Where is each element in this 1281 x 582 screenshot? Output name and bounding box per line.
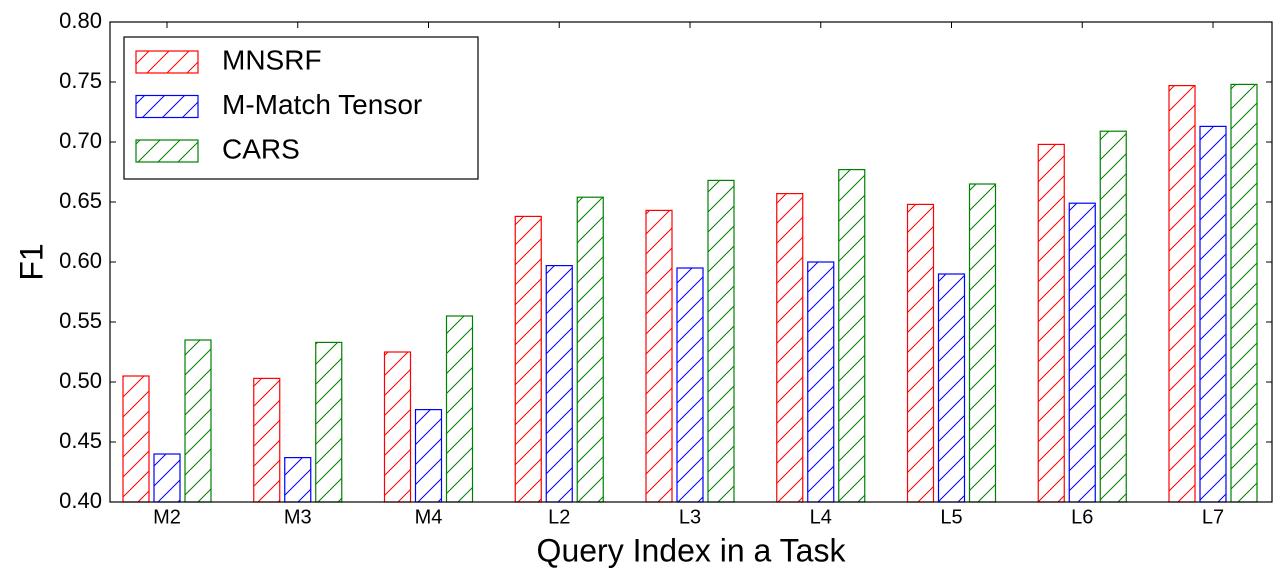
x-tick-label: M2 [153, 506, 181, 528]
bar [776, 193, 804, 503]
plot-frame [109, 21, 1273, 503]
bar [383, 351, 412, 503]
x-tick-label: L3 [679, 506, 701, 528]
legend-label: M-Match Tensor [222, 89, 422, 120]
bar [253, 377, 281, 503]
bar [514, 215, 542, 503]
bar [1168, 84, 1196, 503]
y-tick-label: 0.70 [59, 128, 102, 153]
y-tick-label: 0.55 [59, 308, 102, 333]
x-tick-label: M4 [415, 506, 443, 528]
bar [968, 183, 997, 503]
y-tick-label: 0.80 [59, 8, 102, 33]
y-tick-label: 0.40 [59, 488, 102, 513]
legend-swatch [135, 94, 199, 119]
bar [807, 261, 835, 503]
bar [645, 209, 673, 503]
bar [707, 179, 735, 503]
x-tick-label: M3 [284, 506, 312, 528]
y-tick-label: 0.65 [59, 188, 102, 213]
bar [906, 203, 935, 503]
bar [284, 457, 312, 503]
bar [1199, 125, 1227, 503]
x-tick-label: L5 [940, 506, 962, 528]
bar [576, 196, 604, 503]
bar [122, 375, 150, 503]
y-axis-label: F1 [13, 243, 49, 280]
bar [153, 453, 181, 503]
bar [445, 315, 474, 503]
bar [937, 273, 966, 503]
y-tick-label: 0.45 [59, 428, 102, 453]
x-tick-label: L4 [810, 506, 832, 528]
bar [676, 267, 704, 503]
legend-label: MNSRF [222, 44, 322, 75]
bar [838, 169, 866, 503]
bar [315, 341, 343, 503]
x-tick-label: L7 [1202, 506, 1224, 528]
legend-swatch [135, 139, 199, 163]
bar [1037, 143, 1065, 503]
x-tick-label: L6 [1071, 506, 1093, 528]
bar [545, 265, 573, 503]
y-tick-label: 0.50 [59, 368, 102, 393]
bar [1099, 130, 1127, 503]
y-tick-label: 0.60 [59, 248, 102, 273]
bar [1068, 202, 1096, 503]
x-axis-label: Query Index in a Task [537, 532, 847, 568]
legend-swatch [135, 50, 199, 74]
y-tick-label: 0.75 [59, 68, 102, 93]
x-tick-label: L2 [548, 506, 570, 528]
bar [184, 339, 212, 503]
bar [1230, 83, 1258, 503]
legend-label: CARS [222, 133, 300, 164]
bar [414, 409, 443, 503]
